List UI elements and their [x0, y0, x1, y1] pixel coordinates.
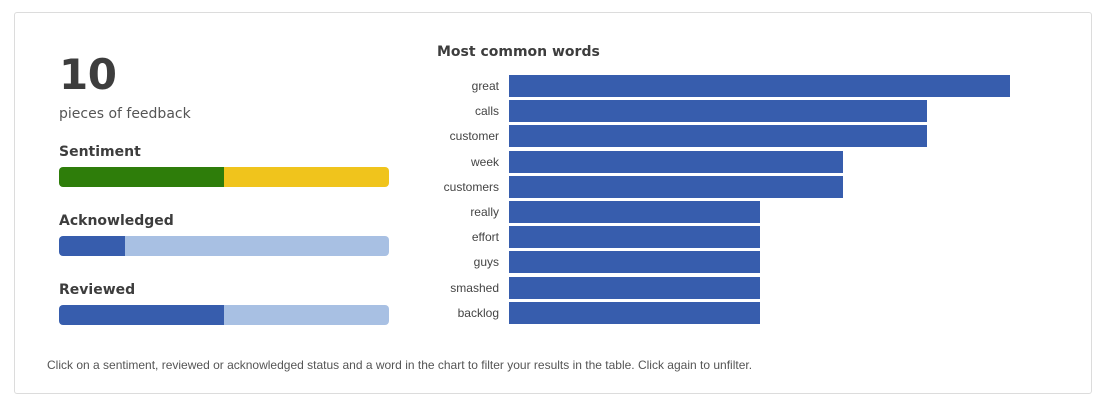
sentiment-bar[interactable]	[59, 167, 389, 187]
word-label-smashed[interactable]: smashed	[450, 280, 499, 295]
word-bar-smashed[interactable]	[509, 276, 760, 299]
feedback-count: 10	[59, 50, 117, 99]
word-bar-guys[interactable]	[509, 251, 760, 274]
reviewed-segment-reviewed[interactable]	[59, 305, 224, 325]
word-bar-customer[interactable]	[509, 125, 927, 148]
acknowledged-segment-not-acknowledged[interactable]	[125, 236, 389, 256]
word-bar-customers[interactable]	[509, 175, 843, 198]
word-label-really[interactable]: really	[470, 205, 499, 219]
word-frequency-chart: great calls customer week customers really eff…	[415, 75, 1035, 335]
reviewed-segment-not-reviewed[interactable]	[224, 305, 389, 325]
word-label-backlog[interactable]: backlog	[457, 305, 499, 320]
acknowledged-segment-acknowledged[interactable]	[59, 236, 125, 256]
sentiment-segment-neutral[interactable]	[224, 167, 389, 187]
word-label-guys[interactable]: guys	[473, 255, 499, 270]
reviewed-bar[interactable]	[59, 305, 389, 325]
word-bar-effort[interactable]	[509, 226, 760, 249]
word-bar-great[interactable]	[509, 75, 1010, 97]
filter-hint: Click on a sentiment, reviewed or acknow…	[47, 358, 753, 372]
reviewed-label: Reviewed	[59, 282, 136, 298]
word-label-calls[interactable]: calls	[474, 104, 499, 119]
feedback-count-caption: pieces of feedback	[59, 106, 191, 122]
word-bar-week[interactable]	[509, 150, 843, 173]
word-bar-calls[interactable]	[509, 100, 927, 123]
chart-title: Most common words	[437, 44, 600, 60]
word-bar-backlog[interactable]	[509, 301, 760, 324]
sentiment-label: Sentiment	[59, 144, 141, 160]
acknowledged-label: Acknowledged	[59, 213, 174, 229]
word-bar-really[interactable]	[509, 201, 760, 223]
word-label-customer[interactable]: customer	[449, 129, 499, 144]
word-label-customers[interactable]: customers	[443, 179, 499, 194]
acknowledged-bar[interactable]	[59, 236, 389, 256]
word-label-great[interactable]: great	[471, 79, 499, 93]
word-label-effort[interactable]: effort	[471, 230, 499, 245]
sentiment-segment-positive[interactable]	[59, 167, 224, 187]
feedback-summary-card: 10 pieces of feedback Sentiment Acknowle…	[14, 12, 1092, 394]
word-label-week[interactable]: week	[470, 154, 499, 169]
